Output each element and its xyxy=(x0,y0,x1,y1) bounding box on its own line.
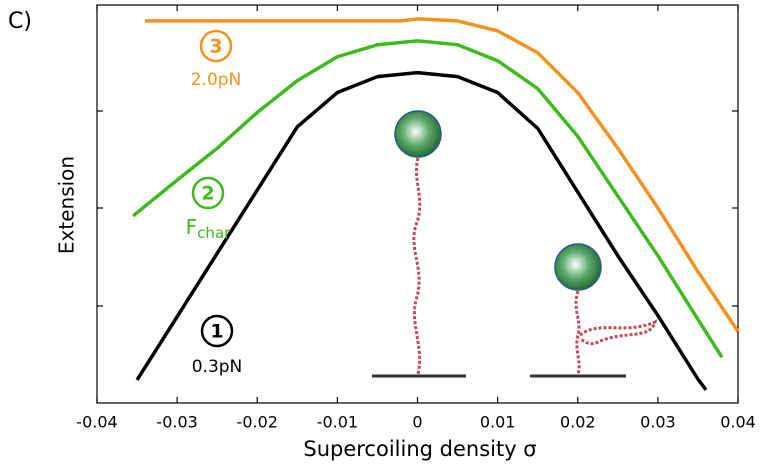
legend-name: 2.0pN xyxy=(191,70,242,90)
x-tick-label: 0.02 xyxy=(560,413,596,432)
y-axis-ticks xyxy=(97,110,738,307)
panel-label: C) xyxy=(8,9,32,34)
x-tick-label: -0.02 xyxy=(237,413,278,432)
series-line xyxy=(131,39,724,359)
legend-marker: 1 xyxy=(210,321,223,343)
dna-illustration xyxy=(372,110,658,378)
x-axis-label: Supercoiling density σ xyxy=(303,437,536,461)
y-axis-label: Extension xyxy=(55,156,79,254)
legend-marker: 2 xyxy=(201,183,214,205)
legend-circle xyxy=(199,29,233,63)
legend-circle xyxy=(200,314,234,348)
x-tick-label: 0 xyxy=(412,413,422,432)
x-tick-label: 0.01 xyxy=(480,413,516,432)
x-tick-label: -0.04 xyxy=(76,413,117,432)
series-line xyxy=(145,17,740,333)
legend-name-sub: char xyxy=(197,224,231,242)
legend-name: F xyxy=(186,215,198,239)
x-tick-label: -0.03 xyxy=(156,413,197,432)
legend-name: 0.3pN xyxy=(192,357,243,377)
x-tick-label: 0.03 xyxy=(640,413,676,432)
legend-marker: 3 xyxy=(209,36,222,58)
legend-label: Fchar xyxy=(186,215,231,242)
legend-label: 0.3pN xyxy=(192,357,243,377)
series-line xyxy=(135,70,708,391)
legend-label: 2.0pN xyxy=(191,70,242,90)
x-tick-label: 0.04 xyxy=(720,413,756,432)
legend-circle xyxy=(191,176,225,210)
x-tick-label: -0.01 xyxy=(317,413,358,432)
